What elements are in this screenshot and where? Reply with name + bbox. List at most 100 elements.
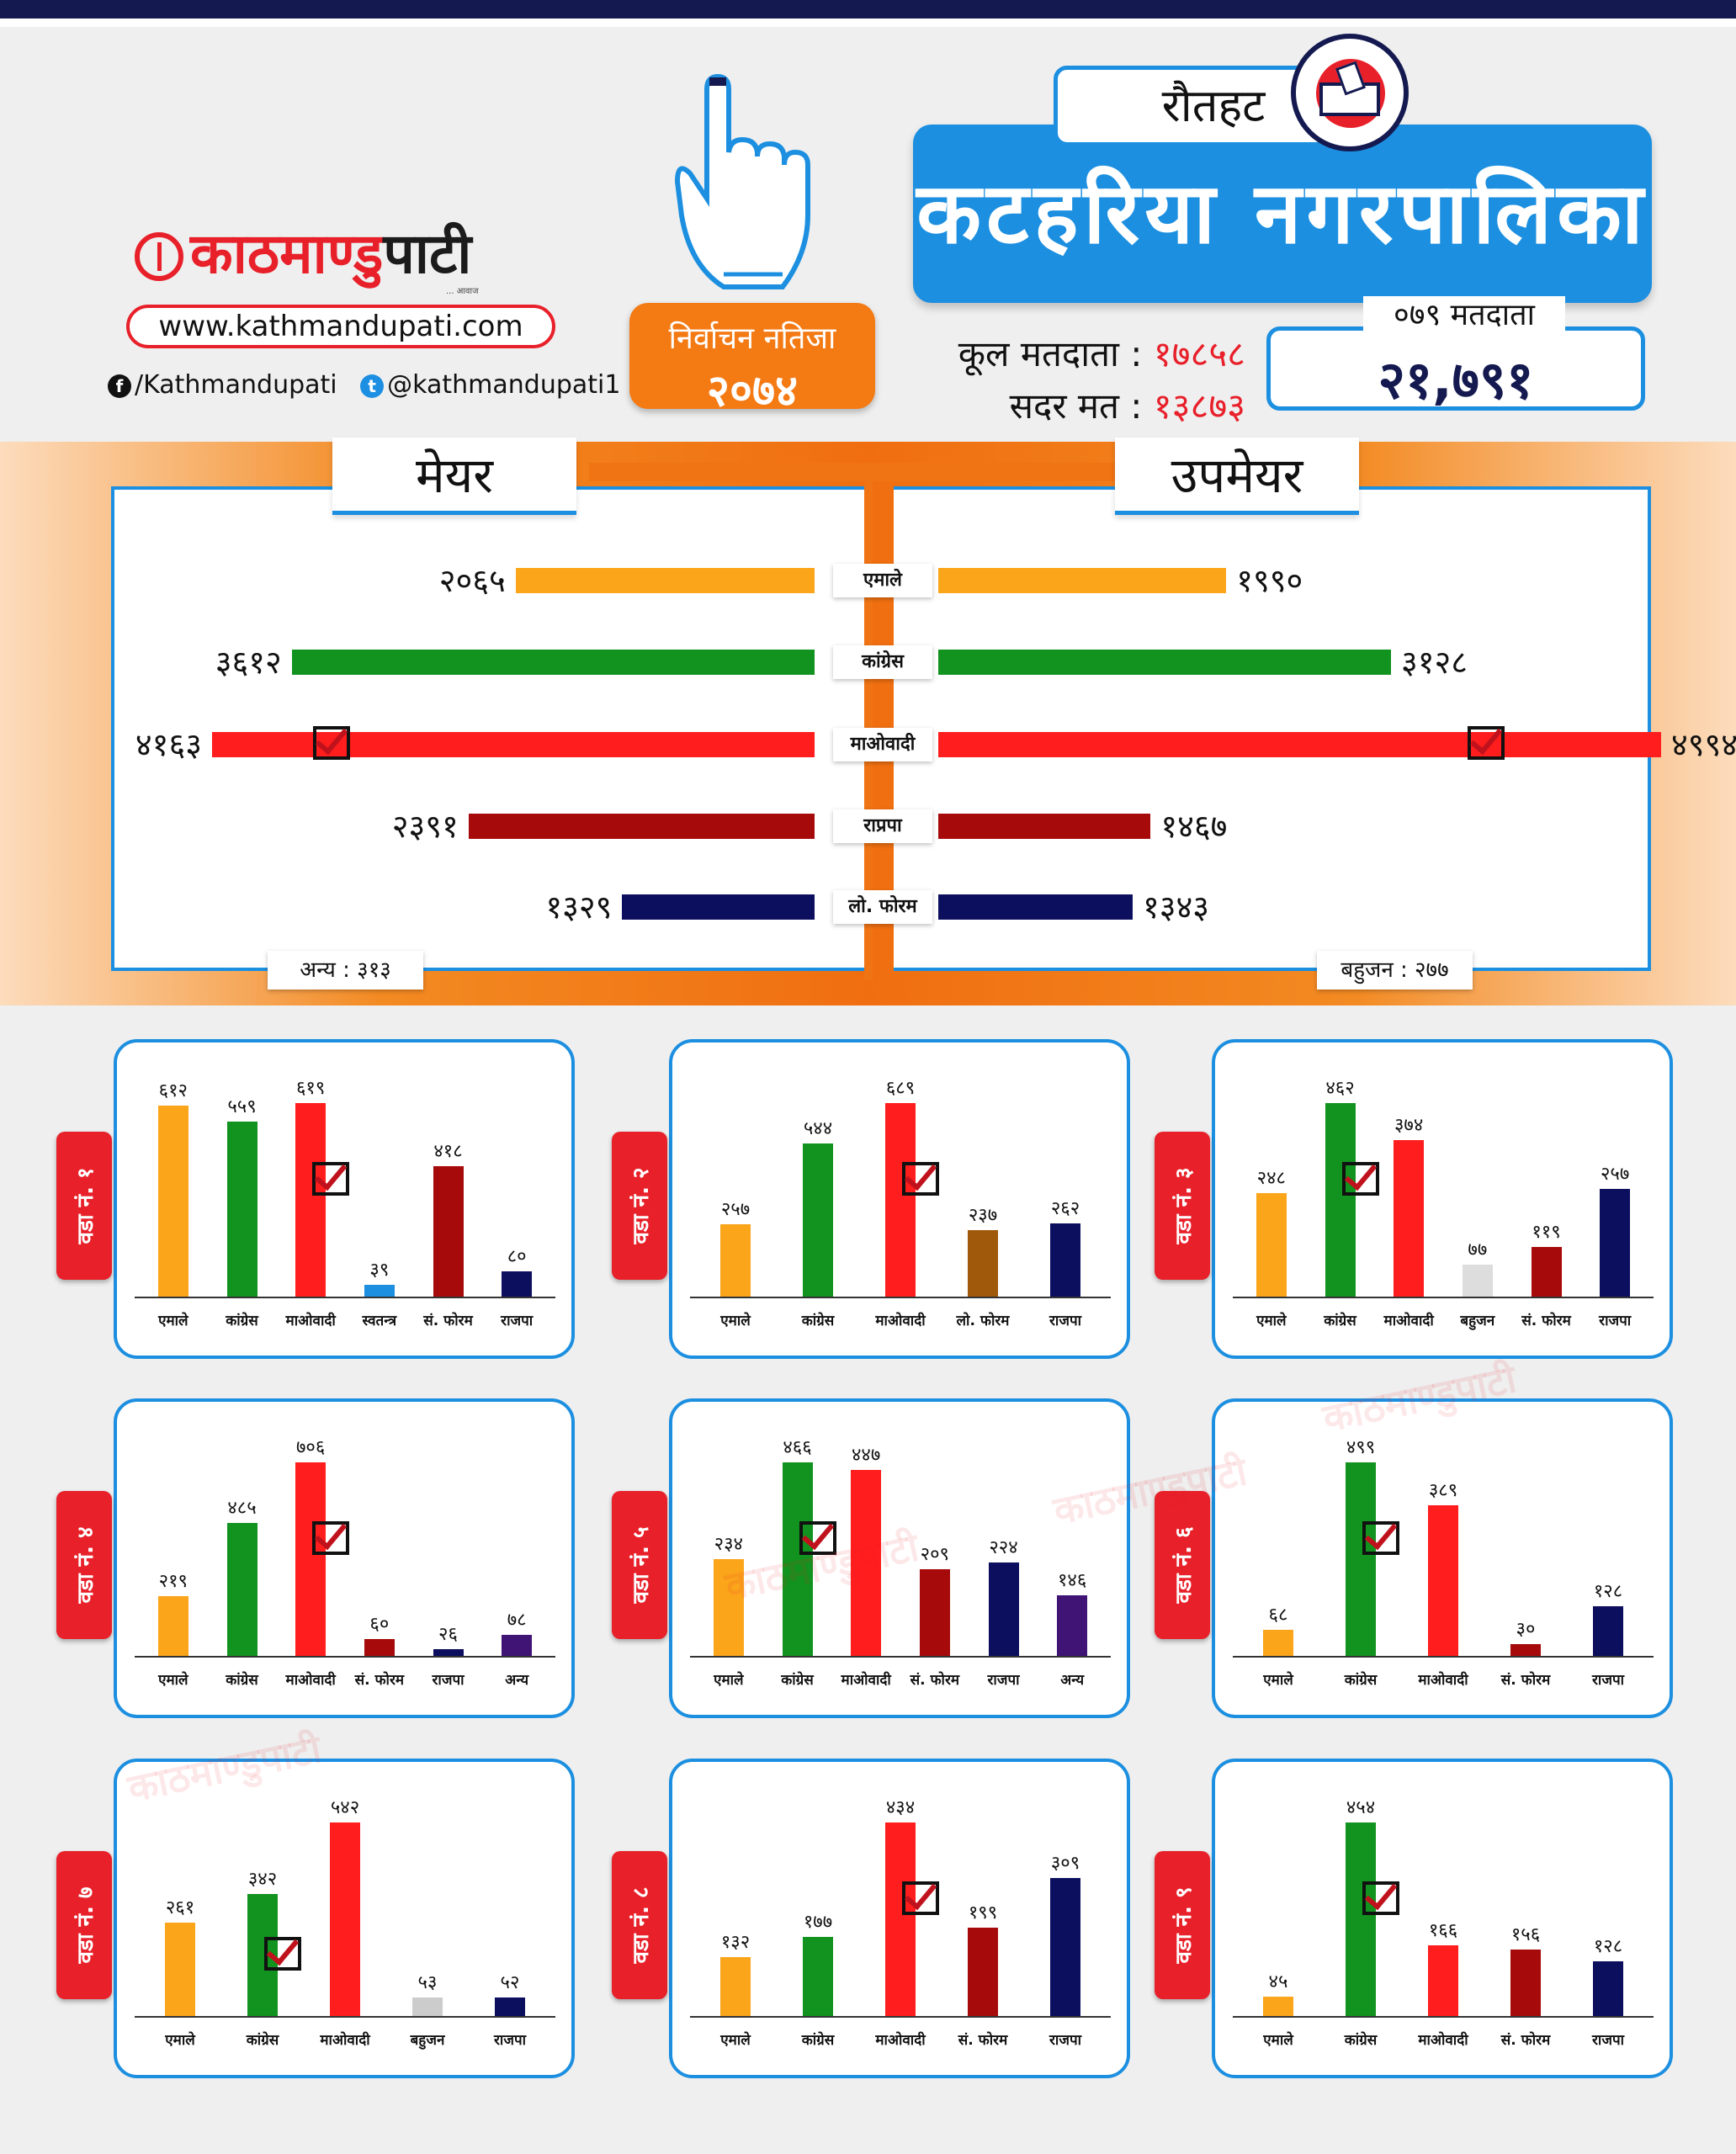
deputy-others-note: बहुजन : २७७ <box>1317 951 1473 989</box>
ward-category-label: माओवादी <box>320 2032 370 2049</box>
winner-check-icon <box>264 1936 301 1971</box>
ward-category-label: सं. फोरम <box>958 2032 1008 2049</box>
logo-mark-icon <box>135 232 183 281</box>
ward-chart-box <box>114 1039 575 1359</box>
ward-category-label: राजपा <box>987 1672 1020 1689</box>
deputy-mayor-value-label: १३४३ <box>1142 889 1210 926</box>
website-url[interactable]: www.kathmandupati.com <box>126 305 555 348</box>
ward-value-label: १६६ <box>1428 1919 1458 1941</box>
voting-finger-icon <box>674 73 810 289</box>
deputy-mayor-bar <box>938 568 1227 593</box>
logo-text: काठमाण्डुपाटी <box>190 221 472 286</box>
ward-baseline <box>1233 1656 1654 1658</box>
ward-bar <box>226 1522 257 1656</box>
ward-label: वडा नं. ८ <box>629 1886 654 1964</box>
ward-category-label: माओवादी <box>285 1313 336 1329</box>
ward-baseline <box>690 1297 1111 1298</box>
mayor-tab: मेयर <box>332 438 576 515</box>
ward-bar <box>1050 1878 1080 2016</box>
ward-category-label: कांग्रेस <box>781 1672 814 1689</box>
deputy-mayor-value-label: ४९९४ <box>1670 726 1736 763</box>
ward-category-label: कांग्रेस <box>246 2032 279 2049</box>
ward-category-label: राजपा <box>1591 1672 1625 1689</box>
ward-category-label: कांग्रेस <box>1344 2032 1378 2049</box>
ward-bar <box>885 1103 916 1297</box>
top-band-stripe <box>0 19 1736 27</box>
ward-bar <box>295 1103 326 1297</box>
ward-value-label: ३०९ <box>1050 1853 1080 1875</box>
ward-bar <box>1263 1997 1293 2016</box>
ward-value-label: २५७ <box>720 1199 751 1221</box>
ward-bar <box>720 1957 751 2016</box>
ward-category-label: कांग्रेस <box>1344 1672 1378 1689</box>
mayor-value-label: ३६१२ <box>215 644 282 681</box>
ward-category-label: माओवादी <box>1383 1313 1434 1329</box>
mayor-bar <box>622 894 815 920</box>
ward-bar <box>1057 1594 1088 1656</box>
deputy-mayor-value-label: १९९० <box>1236 562 1303 599</box>
ward-value-label: ४६६ <box>783 1437 812 1458</box>
mayor-bar <box>515 568 815 593</box>
mayor-panel <box>111 486 868 971</box>
winner-check-icon <box>902 1881 939 1915</box>
ward-chart-box <box>1212 1039 1673 1359</box>
ward-bar <box>968 1229 998 1297</box>
ward-category-label: एमाले <box>1263 2032 1293 2049</box>
deputy-mayor-bar <box>938 814 1151 839</box>
summary-connector <box>589 463 1144 481</box>
ward-value-label: १७७ <box>803 1912 833 1934</box>
twitter-handle[interactable]: @kathmandupati1 <box>387 370 621 400</box>
ward-value-label: २१९ <box>158 1570 188 1592</box>
ward-bar <box>1593 1961 1623 2016</box>
ward-value-label: २४८ <box>1256 1167 1286 1189</box>
ward-category-label: एमाले <box>720 1313 751 1329</box>
ward-bar <box>988 1562 1019 1656</box>
ward-value-label: २६१ <box>165 1897 195 1919</box>
total-voters-label: कूल मतदाता : <box>958 333 1143 374</box>
ward-category-label: राजपा <box>1049 2032 1082 2049</box>
facebook-handle[interactable]: /Kathmandupati <box>135 370 337 400</box>
ward-bar <box>1394 1139 1425 1297</box>
twitter-icon[interactable]: t <box>360 374 385 398</box>
ward-value-label: ७८ <box>507 1609 527 1631</box>
ward-category-label: माओवादी <box>841 1672 891 1689</box>
ward-value-label: ४१८ <box>433 1140 463 1162</box>
ward-value-label: ६१२ <box>158 1080 188 1101</box>
ward-category-label: राजपा <box>501 1313 534 1329</box>
ward-bar <box>1510 1644 1541 1656</box>
mayor-value-label: १३२९ <box>545 889 613 926</box>
deputy-mayor-bar <box>938 894 1133 920</box>
facebook-icon[interactable]: f <box>108 374 131 398</box>
ward-value-label: ७०६ <box>295 1437 326 1458</box>
ward-category-label: लो. फोरम <box>956 1313 1010 1329</box>
ward-bar <box>1346 1822 1376 2016</box>
ward-chart-box <box>114 1759 575 2078</box>
winner-check-icon <box>312 1521 350 1555</box>
ward-bar <box>226 1122 257 1297</box>
party-label: कांग्रेस <box>833 645 932 679</box>
ward-category-label: बहुजन <box>1460 1313 1495 1329</box>
ward-value-label: ५४२ <box>330 1797 360 1818</box>
ward-value-label: ३८९ <box>1428 1479 1458 1501</box>
mayor-value-label: २०६५ <box>438 562 506 599</box>
ward-category-label: माओवादी <box>875 1313 926 1329</box>
ward-tag: वडा नं. ७ <box>56 1851 112 1999</box>
ward-value-label: ४५४ <box>1346 1797 1376 1818</box>
ward-category-label: एमाले <box>165 2032 195 2049</box>
ward-bar <box>720 1224 751 1297</box>
ward-category-label: सं. फोरम <box>354 1672 405 1689</box>
brand-logo[interactable]: काठमाण्डुपाटी ... आवाज <box>135 220 539 296</box>
party-label: एमाले <box>833 564 932 597</box>
ward-tag: वडा नं. ८ <box>612 1851 667 1999</box>
ward-label: वडा नं. ९ <box>1171 1886 1197 1964</box>
ward-value-label: ३९ <box>369 1259 390 1281</box>
ward-bar <box>1600 1189 1631 1297</box>
ward-bar <box>1428 1504 1458 1656</box>
ward-bar <box>364 1639 395 1656</box>
social-handles: f/Kathmandupati t @kathmandupati1 <box>108 370 620 400</box>
ward-label: वडा नं. ४ <box>73 1526 98 1604</box>
ward-bar <box>502 1634 533 1656</box>
ward-value-label: ३४२ <box>247 1868 278 1890</box>
ward-category-label: सं. फोरम <box>1521 1313 1571 1329</box>
ward-value-label: ६८९ <box>885 1078 916 1099</box>
